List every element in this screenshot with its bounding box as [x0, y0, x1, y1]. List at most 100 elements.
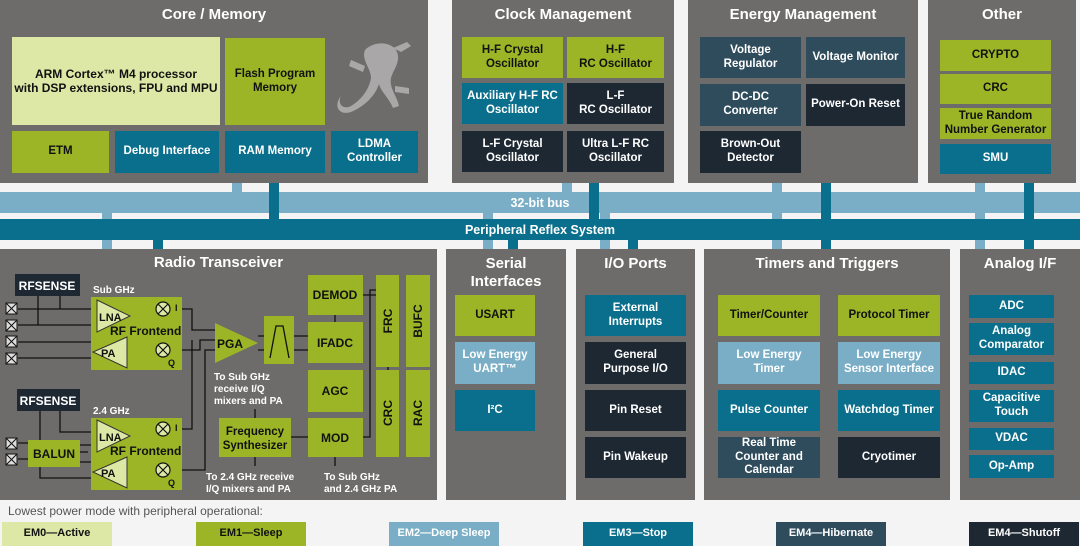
pga-block — [215, 323, 258, 363]
watchdog-timer-block: Watchdog Timer — [838, 390, 940, 431]
hf-rc-oscillator-block: H-F RC Oscillator — [567, 37, 664, 78]
demod-label: DEMOD — [313, 288, 358, 302]
filter-block — [264, 316, 294, 364]
op-amp-block: Op-Amp — [969, 455, 1054, 478]
panel-title: Serial Interfaces — [470, 255, 542, 290]
io-prs-connector — [628, 236, 638, 250]
ultra-lf-rc-oscillator-block: Ultra L-F RC Oscillator — [567, 131, 664, 172]
note-text: receive I/Q — [214, 384, 265, 395]
ifadc-block — [308, 322, 363, 363]
peripheral-reflex-system-bus: Peripheral Reflex System — [0, 219, 1080, 240]
rac-label: RAC — [411, 400, 425, 426]
panel-title: I/O Ports — [604, 255, 667, 272]
lna-label: LNA — [99, 312, 122, 324]
gecko-logo-icon — [337, 42, 411, 113]
24ghz-label: 2.4 GHz — [93, 406, 130, 417]
pin-wakeup-block: Pin Wakeup — [585, 437, 686, 478]
note-text: To Sub GHz — [324, 472, 380, 483]
clock-bus-connector — [562, 183, 572, 195]
gpio-block: General Purpose I/O — [585, 342, 686, 384]
q-label: Q — [168, 358, 175, 368]
pulse-counter-block: Pulse Counter — [718, 390, 820, 431]
note-text: To Sub GHz — [214, 372, 270, 383]
antenna-port-icons — [5, 302, 18, 466]
ram-memory-block: RAM Memory — [225, 131, 325, 173]
panel-title: Other — [981, 6, 1022, 23]
rfsense-label: RFSENSE — [20, 394, 77, 408]
analog-comparator-block: Analog Comparator — [969, 323, 1054, 355]
frequency-synthesizer-block — [219, 418, 291, 457]
mixer-icons — [155, 301, 171, 478]
frc-label: FRC — [381, 308, 395, 333]
rtcc-block: Real Time Counter and Calendar — [718, 437, 820, 478]
i2c-block: I²C — [455, 390, 535, 431]
energy-bus-connector — [772, 183, 782, 195]
core-prs-connector — [269, 183, 279, 223]
freq-synth-label: Synthesizer — [223, 440, 288, 452]
crc-block: CRC — [940, 74, 1051, 104]
smu-block: SMU — [940, 144, 1051, 174]
freq-synth-label: Frequency — [226, 426, 285, 438]
pa-amplifier-icon — [91, 336, 128, 369]
legend-em4-hibernate: EM4—Hibernate — [776, 522, 886, 546]
analog-prs-connector — [1024, 236, 1034, 250]
panel-title: Clock Management — [494, 6, 632, 23]
legend-em2: EM2—Deep Sleep — [389, 522, 499, 546]
balun-block — [28, 440, 80, 467]
agc-block — [308, 370, 363, 412]
ldma-controller-block: LDMA Controller — [331, 131, 418, 173]
serial-prs-connector — [508, 236, 518, 250]
trng-block: True Random Number Generator — [940, 108, 1051, 139]
agc-label: AGC — [322, 384, 349, 398]
cryotimer-block: Cryotimer — [838, 437, 940, 478]
rfsense-label: RFSENSE — [19, 279, 76, 293]
bandpass-filter-icon — [269, 325, 290, 359]
panel-title: Analog I/F — [983, 255, 1057, 272]
pa-label: PA — [101, 348, 116, 360]
note-text: mixers and PA — [214, 396, 283, 407]
crypto-block: CRYPTO — [940, 40, 1051, 71]
i-label: I — [175, 303, 178, 313]
bufc-block — [406, 275, 430, 367]
debug-interface-block: Debug Interface — [115, 131, 219, 173]
timers-prs-connector — [821, 236, 831, 250]
usart-block: USART — [455, 295, 535, 336]
panel-title: Radio Transceiver — [153, 254, 284, 271]
balun-label: BALUN — [33, 447, 75, 461]
pga-label: PGA — [217, 337, 243, 351]
legend-title: Lowest power mode with peripheral operat… — [8, 504, 263, 518]
legend-em4-shutoff: EM4—Shutoff — [969, 522, 1079, 546]
brown-out-detector-block: Brown-Out Detector — [700, 131, 801, 173]
pa-amplifier-icon — [91, 456, 128, 489]
rfsense-24ghz-block — [17, 389, 80, 411]
adc-block: ADC — [969, 295, 1054, 318]
other-prs-connector — [1024, 183, 1034, 223]
legend-em3: EM3—Stop — [583, 522, 693, 546]
power-on-reset-block: Power-On Reset — [806, 84, 905, 126]
demod-block — [308, 275, 363, 315]
radio-block-diagram: RFSENSE RFSENSE Sub GHz 2.4 GHz LNA PA R… — [5, 274, 430, 495]
hf-crystal-oscillator-block: H-F Crystal Oscillator — [462, 37, 563, 78]
protocol-timer-block: Protocol Timer — [838, 295, 940, 336]
panel-title: Timers and Triggers — [755, 255, 899, 272]
idac-block: IDAC — [969, 362, 1054, 384]
timer-counter-block: Timer/Counter — [718, 295, 820, 336]
legend-em1: EM1—Sleep — [196, 522, 306, 546]
legend-em0: EM0—Active — [2, 522, 112, 546]
frc-block — [376, 275, 399, 367]
q-label: Q — [168, 478, 175, 488]
external-interrupts-block: External Interrupts — [585, 295, 686, 336]
energy-prs-connector — [821, 183, 831, 223]
lna-amplifier-icon — [96, 299, 132, 333]
crc-block — [376, 370, 399, 457]
vdac-block: VDAC — [969, 428, 1054, 450]
rac-block — [406, 370, 430, 457]
core-bus-connector — [232, 183, 242, 195]
other-bus-connector — [975, 183, 985, 195]
lna-label: LNA — [99, 432, 122, 444]
panel-title: Energy Management — [729, 6, 877, 23]
note-text: To 2.4 GHz receive — [206, 472, 295, 483]
leuart-block: Low Energy UART™ — [455, 342, 535, 384]
dc-dc-converter-block: DC-DC Converter — [700, 84, 801, 126]
mod-block — [308, 418, 363, 457]
